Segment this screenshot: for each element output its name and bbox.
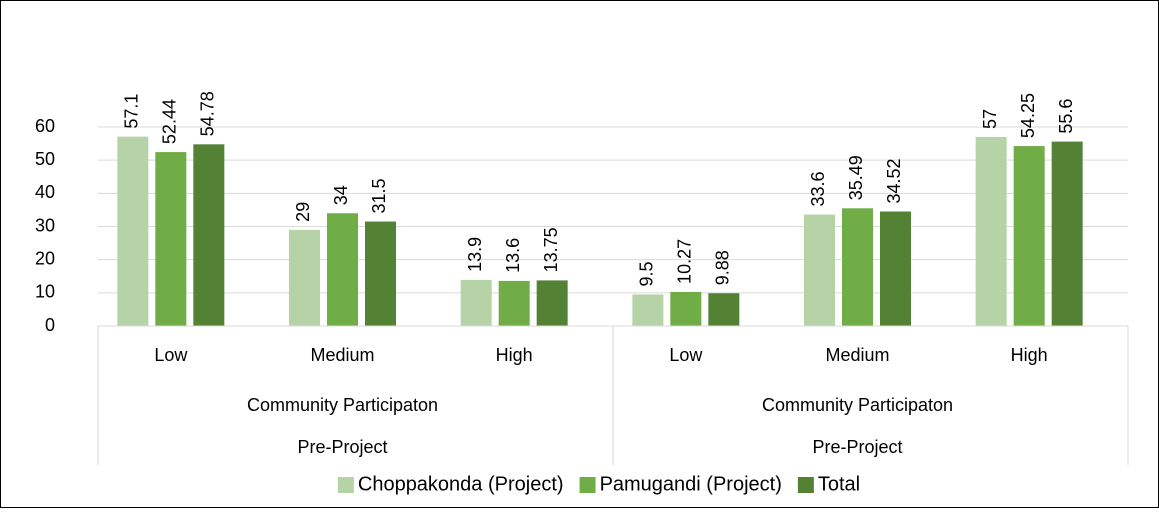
data-label: 34 [331,185,351,205]
legend-label: Total [818,473,860,495]
bar [842,208,873,326]
group-label: Pre-Project [297,437,387,457]
data-label: 55.6 [1056,99,1076,134]
bar [975,136,1007,326]
data-label: 9.88 [713,250,733,285]
group-label: Community Participaton [762,395,953,415]
bar [327,213,358,326]
bar [498,280,530,326]
x-tick-label: High [496,345,533,365]
data-label: 13.9 [465,237,485,272]
data-label: 13.75 [541,227,561,272]
data-label: 34.52 [884,158,904,203]
y-tick-label: 50 [35,149,55,169]
x-tick-label: Low [154,345,188,365]
data-label: 31.5 [369,178,389,213]
data-label: 35.49 [846,155,866,200]
data-label: 54.78 [198,91,218,136]
bar [155,152,187,326]
bar [193,144,225,326]
bar [289,229,320,326]
bar [1051,141,1083,326]
data-label: 33.6 [808,172,828,207]
data-label: 54.25 [1018,93,1038,138]
y-tick-label: 20 [35,248,55,268]
y-tick-label: 40 [35,182,55,202]
legend-label: Pamugandi (Project) [600,473,782,495]
data-label: 13.6 [503,238,523,273]
data-label: 29 [293,202,313,222]
y-tick-label: 0 [45,315,55,335]
bar [670,291,702,326]
x-tick-label: Low [669,345,703,365]
bar [536,280,568,326]
legend-swatch [337,477,354,493]
data-label: 57.1 [122,94,142,129]
bar [117,136,149,326]
legend-label: Choppakonda (Project) [358,473,564,495]
data-label: 52.44 [160,99,180,144]
y-tick-label: 10 [35,282,55,302]
legend-swatch [579,477,596,493]
bar [1013,146,1045,326]
group-label: Pre-Project [812,437,902,457]
bar [880,211,911,326]
x-tick-label: Medium [310,345,374,365]
group-label: Community Participaton [247,395,438,415]
bar [708,293,740,326]
bar [804,214,835,326]
legend-swatch [797,477,814,493]
y-tick-label: 30 [35,215,55,235]
x-tick-label: Medium [825,345,889,365]
data-label: 57 [980,109,1000,129]
data-label: 10.27 [675,239,695,284]
bar [632,294,664,326]
data-label: 9.5 [637,261,657,286]
x-tick-label: High [1011,345,1048,365]
bar [460,279,492,326]
bar [365,221,396,326]
y-tick-label: 60 [35,116,55,136]
